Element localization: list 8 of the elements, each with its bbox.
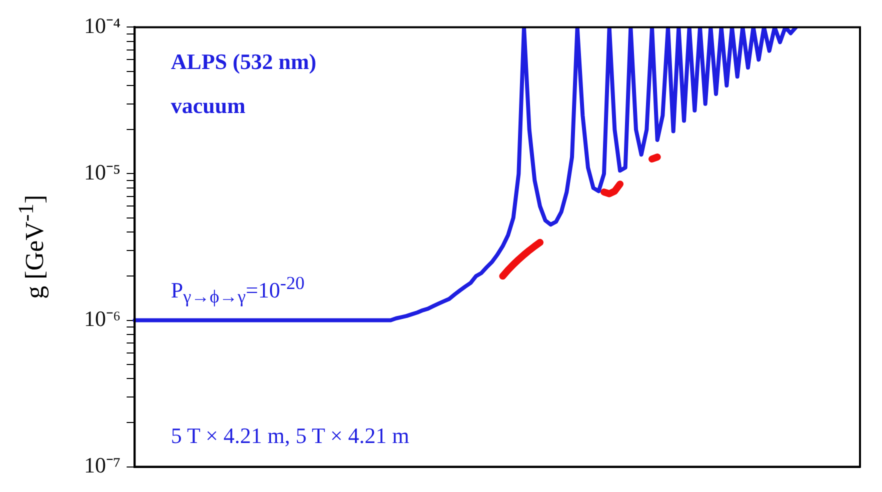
annotation: ALPS (532 nm) bbox=[170, 49, 316, 76]
y-tick-label: 10⁻⁵ bbox=[84, 160, 121, 185]
y-tick-label: 10⁻⁷ bbox=[84, 452, 121, 478]
annotation: 5 T × 4.21 m, 5 T × 4.21 m bbox=[170, 422, 410, 449]
annotation: P$_{γ→ϕ→γ}$=10$^{-20}$ bbox=[170, 273, 305, 308]
annotation: vacuum bbox=[170, 93, 246, 120]
y-tick-label: 10⁻⁴ bbox=[84, 12, 121, 38]
y-tick-label: 10⁻⁶ bbox=[84, 306, 121, 332]
